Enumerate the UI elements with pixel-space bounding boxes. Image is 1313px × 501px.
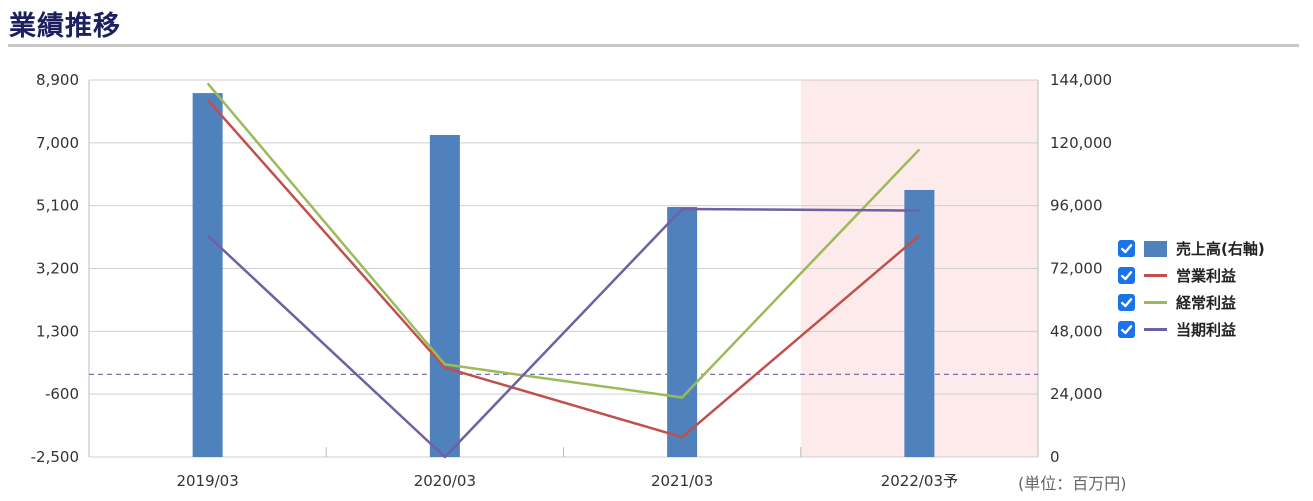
bar-sales [192,93,223,458]
line-ordinary-profit [206,82,921,399]
legend-label: 経常利益 [1176,294,1237,312]
legend-item[interactable]: 経常利益 [1118,289,1265,316]
chart-legend: 売上高(右軸) 営業利益経常利益当期利益 [1118,235,1265,343]
bar-sales [429,134,460,457]
x-tick-label: 2022/03予 [881,472,958,490]
y-right-tick-label: 24,000 [1050,385,1103,403]
check-icon [1120,271,1133,281]
legend-label: 当期利益 [1176,321,1237,339]
check-icon [1120,325,1133,335]
legend-label: 営業利益 [1176,267,1237,285]
bar-sales [667,206,698,457]
y-right-tick-label: 144,000 [1050,71,1112,89]
line-operating-profit [206,99,921,439]
legend-checkbox[interactable] [1118,267,1135,284]
y-left-tick-label: 7,000 [36,134,79,152]
y-right-tick-label: 48,000 [1050,322,1103,340]
title-divider [8,44,1299,47]
legend-checkbox[interactable] [1118,240,1135,257]
legend-swatch [1144,240,1167,257]
x-tick-label: 2021/03 [651,472,713,490]
y-right-tick-label: 120,000 [1050,134,1112,152]
check-icon [1120,244,1133,254]
x-tick-label: 2019/03 [176,472,238,490]
legend-item[interactable]: 売上高(右軸) [1118,235,1265,262]
line-net-profit [206,207,920,459]
legend-swatch [1144,301,1167,304]
y-right-tick-label: 72,000 [1050,260,1103,278]
y-left-tick-label: -600 [45,385,79,403]
y-left-tick-label: -2,500 [31,448,79,466]
legend-item[interactable]: 当期利益 [1118,316,1265,343]
section-title: 業績推移 [9,11,121,42]
legend-item[interactable]: 営業利益 [1118,262,1265,289]
legend-checkbox[interactable] [1118,294,1135,311]
legend-swatch [1144,328,1167,331]
legend-swatch [1144,274,1167,277]
bar-sales [904,189,935,458]
check-icon [1120,298,1133,308]
y-right-tick-label: 96,000 [1050,197,1103,215]
y-right-tick-label: 0 [1050,448,1060,466]
unit-note: (単位：百万円) [1018,474,1127,493]
y-left-tick-label: 8,900 [36,71,79,89]
x-tick-label: 2020/03 [414,472,476,490]
legend-checkbox[interactable] [1118,321,1135,338]
legend-label: 売上高(右軸) [1176,240,1265,258]
y-left-tick-label: 3,200 [36,260,79,278]
y-left-tick-label: 5,100 [36,197,79,215]
y-left-tick-label: 1,300 [36,322,79,340]
